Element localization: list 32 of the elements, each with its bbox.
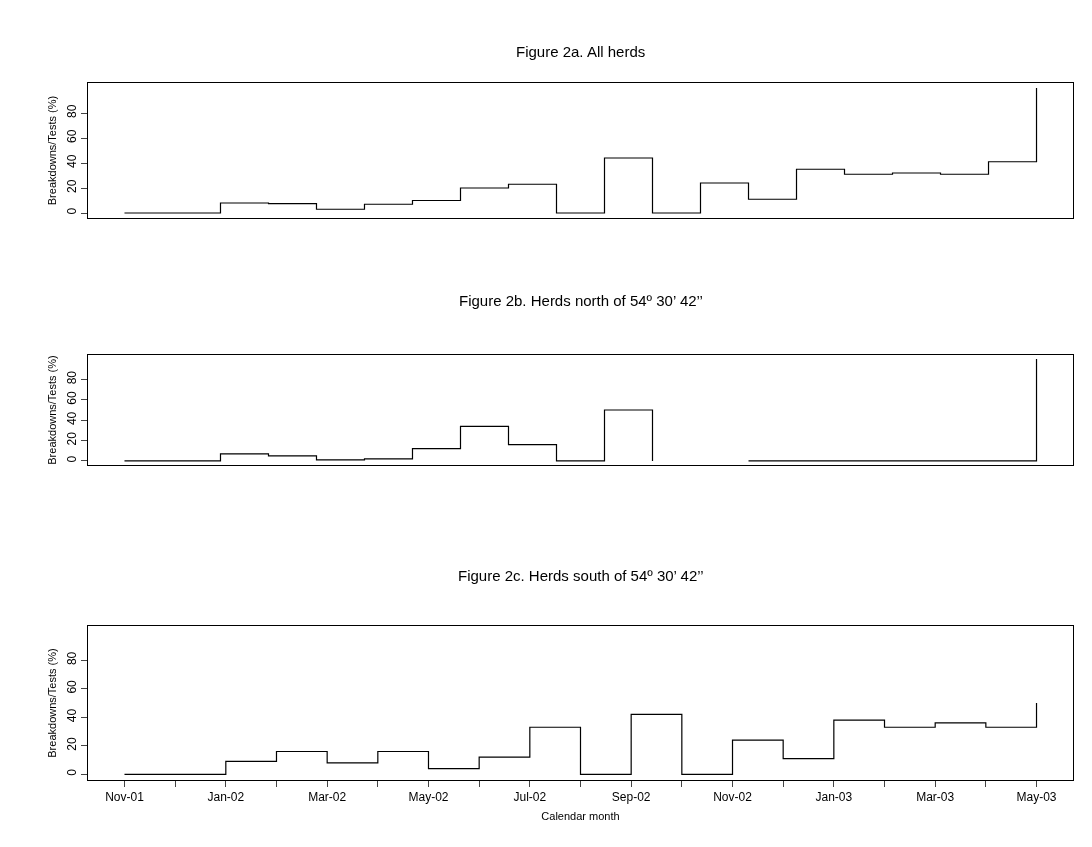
y-tick-label: 60 — [65, 679, 80, 694]
x-axis-title: Calendar month — [541, 809, 620, 822]
x-tick-label: Nov-01 — [105, 790, 145, 805]
y-tick-label: 40 — [65, 708, 80, 723]
x-tick-label: Mar-03 — [916, 790, 955, 805]
x-tick-label: May-02 — [408, 790, 449, 805]
y-tick-label: 80 — [65, 370, 80, 385]
y-tick-label: 80 — [65, 104, 80, 118]
y-axis-title: Breakdowns/Tests (%) — [45, 355, 58, 465]
y-tick-label: 0 — [65, 455, 80, 463]
x-tick-label: Sep-02 — [611, 790, 651, 805]
y-tick-label: 80 — [65, 651, 80, 666]
x-tick-label: Nov-02 — [713, 790, 753, 805]
x-tick-label: Jan-02 — [207, 790, 245, 805]
y-tick-label: 60 — [65, 391, 80, 405]
x-tick-label: Jul-02 — [513, 790, 547, 805]
chart-title: Figure 2a. All herds — [516, 43, 646, 60]
chart-title: Figure 2b. Herds north of 54º 30’ 42’’ — [459, 292, 703, 309]
y-tick-label: 40 — [65, 154, 80, 168]
x-tick-label: May-03 — [1016, 790, 1057, 805]
y-tick-label: 20 — [65, 736, 80, 751]
y-tick-label: 0 — [65, 768, 80, 776]
x-tick-label: Mar-02 — [308, 790, 347, 805]
x-tick-label: Jan-03 — [815, 790, 853, 805]
chart-title: Figure 2c. Herds south of 54º 30’ 42’’ — [458, 567, 704, 584]
y-tick-label: 20 — [65, 179, 80, 193]
y-tick-label: 60 — [65, 129, 80, 143]
y-tick-label: 0 — [65, 207, 80, 215]
y-tick-label: 40 — [65, 411, 80, 426]
y-tick-label: 20 — [65, 431, 80, 446]
y-axis-title: Breakdowns/Tests (%) — [45, 648, 58, 758]
y-axis-title: Breakdowns/Tests (%) — [45, 95, 58, 206]
